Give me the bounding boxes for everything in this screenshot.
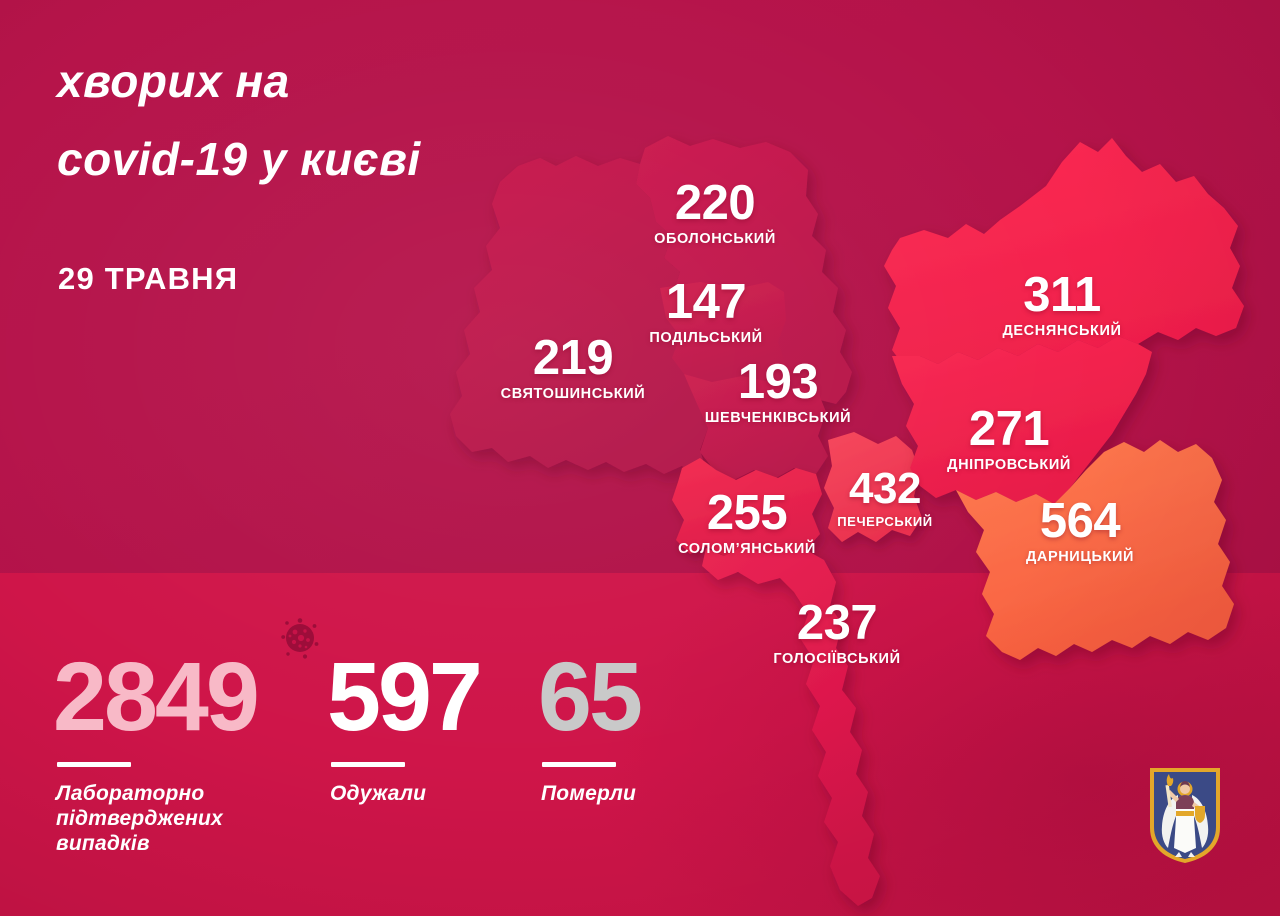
stat-recovered-caption: Одужали xyxy=(330,782,427,805)
map-region-desnianskyi[interactable] xyxy=(884,138,1244,366)
map-region-holosiivskyi[interactable] xyxy=(702,544,880,906)
district-label-podilskyi[interactable]: 147 ПОДІЛЬСЬКИЙ xyxy=(596,277,816,347)
map-holosiivskyi-group xyxy=(702,544,880,906)
district-label-dniprovskyi[interactable]: 271 ДНІПРОВСЬКИЙ xyxy=(895,404,1123,474)
district-value-dniprovskyi: 271 xyxy=(968,402,1050,456)
virus-icon xyxy=(281,618,319,659)
district-label-pecherskyi[interactable]: 432 ПЕЧЕРСЬКИЙ xyxy=(790,466,980,531)
page-title-line2: covid-19 у Києві xyxy=(57,133,421,185)
kyiv-coat-of-arms-icon xyxy=(1150,768,1220,863)
stat-recovered: 597 Одужали xyxy=(327,642,483,806)
stat-deaths-rule xyxy=(542,762,616,767)
district-value-pecherskyi: 432 xyxy=(849,464,921,513)
map-region-solomianskyi[interactable] xyxy=(672,458,822,556)
district-label-obolonskyi[interactable]: 220 ОБОЛОНСЬКИЙ xyxy=(600,178,830,248)
emblem-belt xyxy=(1176,811,1194,816)
report-date: 29 ТРАВНЯ xyxy=(58,261,239,296)
district-label-solomianskyi[interactable]: 255 СОЛОМ’ЯНСЬКИЙ xyxy=(636,488,858,558)
emblem-sword-flame xyxy=(1166,774,1174,786)
district-label-desnianskyi[interactable]: 311 ДЕСНЯНСЬКИЙ xyxy=(948,270,1176,340)
emblem-left-wing xyxy=(1161,795,1178,848)
emblem-left-foot xyxy=(1175,852,1182,857)
district-name-desnianskyi: ДЕСНЯНСЬКИЙ xyxy=(1002,323,1122,339)
district-name-dniprovskyi: ДНІПРОВСЬКИЙ xyxy=(947,457,1071,473)
map-region-darnytskyi[interactable] xyxy=(956,440,1234,660)
district-name-podilskyi: ПОДІЛЬСЬКИЙ xyxy=(649,330,763,346)
district-name-solomianskyi: СОЛОМ’ЯНСЬКИЙ xyxy=(678,541,816,557)
district-value-desnianskyi: 311 xyxy=(1023,268,1101,322)
stat-confirmed-value: 2849 xyxy=(53,642,260,751)
stat-recovered-rule xyxy=(331,762,405,767)
map-east-group xyxy=(884,138,1244,660)
district-value-holosiivskyi: 237 xyxy=(796,596,878,650)
district-value-solomianskyi: 255 xyxy=(706,486,788,540)
map-region-sviatoshynskyi[interactable] xyxy=(450,156,708,478)
district-value-sviatoshynskyi: 219 xyxy=(532,331,614,385)
stat-recovered-value: 597 xyxy=(327,642,483,751)
map-solomianskyi-group xyxy=(672,458,822,556)
district-value-obolonskyi: 220 xyxy=(674,176,756,230)
district-name-shevchenkivskyi: ШЕВЧЕНКІВСЬКИЙ xyxy=(704,410,852,426)
map-west-group xyxy=(450,136,852,480)
district-name-obolonskyi: ОБОЛОНСЬКИЙ xyxy=(654,231,776,247)
map-region-shevchenkivskyi[interactable] xyxy=(684,374,828,480)
stat-confirmed-caption: Лабораторно підтверджених випадків xyxy=(56,782,223,855)
stat-deaths-caption: Померли xyxy=(541,782,636,805)
map-pecherskyi-group xyxy=(824,432,922,542)
district-value-darnytskyi: 564 xyxy=(1039,494,1121,548)
district-label-shevchenkivskyi[interactable]: 193 ШЕВЧЕНКІВСЬКИЙ xyxy=(663,357,893,427)
emblem-robe xyxy=(1174,795,1196,853)
page-title: хворих на covid-19 у Києві xyxy=(57,42,677,198)
district-value-shevchenkivskyi: 193 xyxy=(737,355,819,409)
page-title-line1: хворих на xyxy=(57,55,290,107)
emblem-left-arm xyxy=(1167,790,1179,802)
district-name-sviatoshynskyi: СВЯТОШИНСЬКИЙ xyxy=(500,386,646,402)
district-label-holosiivskyi[interactable]: 237 ГОЛОСІЇВСЬКИЙ xyxy=(724,598,950,668)
emblem-mantle xyxy=(1176,795,1194,809)
map-region-pecherskyi[interactable] xyxy=(824,432,922,542)
map-region-podilskyi[interactable] xyxy=(660,282,786,382)
stat-deaths-value: 65 xyxy=(538,642,643,751)
district-name-pecherskyi: ПЕЧЕРСЬКИЙ xyxy=(837,514,933,529)
stat-confirmed-cases: 2849 Лабораторно підтверджених випадків xyxy=(53,648,283,856)
stat-confirmed-rule xyxy=(57,762,131,767)
district-label-darnytskyi[interactable]: 564 ДАРНИЦЬКИЙ xyxy=(968,496,1192,566)
district-name-holosiivskyi: ГОЛОСІЇВСЬКИЙ xyxy=(773,651,901,667)
district-value-podilskyi: 147 xyxy=(665,275,747,329)
map-region-dniprovskyi[interactable] xyxy=(892,336,1152,504)
emblem-sword xyxy=(1165,784,1172,808)
district-label-sviatoshynskyi[interactable]: 219 СВЯТОШИНСЬКИЙ xyxy=(458,333,688,403)
stat-deaths: 65 Померли xyxy=(538,642,643,806)
emblem-small-shield xyxy=(1195,806,1205,823)
emblem-right-foot xyxy=(1188,852,1195,857)
district-name-darnytskyi: ДАРНИЦЬКИЙ xyxy=(1025,549,1135,565)
emblem-hair xyxy=(1180,781,1190,787)
emblem-head xyxy=(1180,784,1190,794)
